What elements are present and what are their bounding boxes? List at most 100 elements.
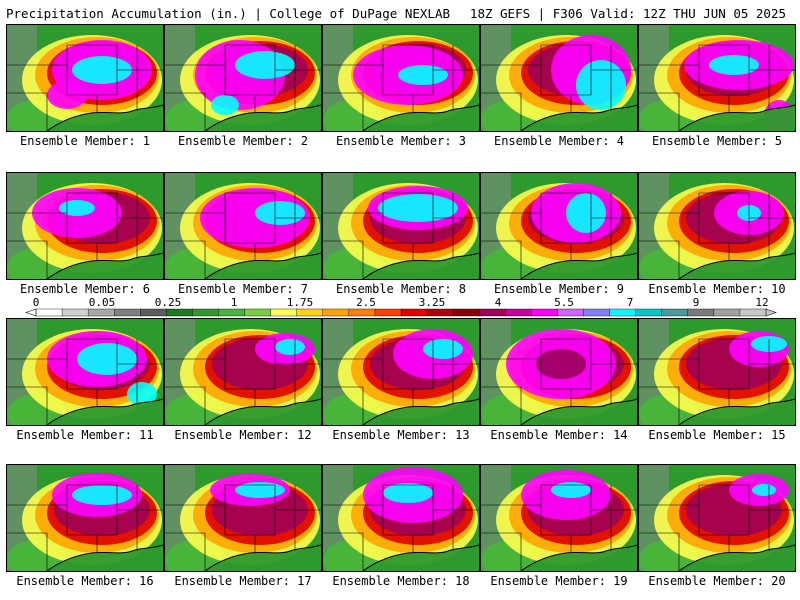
precipitation-map-image [7,319,163,425]
ensemble-member-map [638,464,796,572]
ensemble-member-label: Ensemble Member: 20 [648,574,786,588]
ensemble-member-label: Ensemble Member: 15 [648,428,786,442]
ensemble-member-map [164,24,322,132]
ensemble-member-label: Ensemble Member: 16 [16,574,154,588]
ensemble-member-label: Ensemble Member: 13 [332,428,470,442]
colorbar-segment [635,308,663,317]
colorbar-segment [140,308,168,317]
ensemble-member-label: Ensemble Member: 10 [648,282,786,296]
ensemble-member-map [638,24,796,132]
ensemble-member-map [6,172,164,280]
colorbar-segment [114,308,141,317]
colorbar-segment [192,308,220,317]
colorbar-segment [661,308,689,317]
precipitation-map-image [7,25,163,131]
precipitation-map-image [7,173,163,279]
colorbar-segment [87,308,115,317]
colorbar-tick-label: 0.25 [155,296,182,309]
ensemble-member-map [164,318,322,426]
colorbar-tick-label: 2.5 [356,296,376,309]
precipitation-map-image [7,465,163,571]
ensemble-member-map [6,24,164,132]
ensemble-member-map [322,172,480,280]
precipitation-map-image [639,465,795,571]
precipitation-map-image [639,319,795,425]
colorbar-segment [479,308,506,317]
ensemble-member-map [322,464,480,572]
colorbar-tick-label: 0.05 [89,296,116,309]
precipitation-colorbar: 0 0.05 0.25 1 1.75 2.5 3.25 4 5.5 7 9 12 [0,296,800,320]
ensemble-member-label: Ensemble Member: 7 [177,282,309,296]
colorbar-tick-label: 12 [755,296,768,309]
colorbar-segment [739,308,767,317]
precipitation-map-image [639,173,795,279]
precipitation-map-image [165,319,321,425]
ensemble-member-label: Ensemble Member: 11 [16,428,154,442]
ensemble-member-label: Ensemble Member: 9 [493,282,625,296]
colorbar-segment [270,308,298,317]
precipitation-map-image [639,25,795,131]
ensemble-member-map [164,172,322,280]
ensemble-member-label: Ensemble Member: 18 [332,574,470,588]
ensemble-member-map [638,318,796,426]
ensemble-member-label: Ensemble Member: 6 [19,282,151,296]
colorbar-tick-label: 4 [495,296,502,309]
precipitation-map-image [481,173,637,279]
colorbar-segment [218,308,246,317]
colorbar-tick-label: 3.25 [419,296,446,309]
colorbar-segment [374,308,402,317]
ensemble-member-label: Ensemble Member: 5 [651,134,783,148]
ensemble-member-label: Ensemble Member: 12 [174,428,312,442]
colorbar-tick-label: 5.5 [554,296,574,309]
colorbar-segment [531,308,559,317]
ensemble-member-map [480,24,638,132]
colorbar-tick-label: 9 [693,296,700,309]
ensemble-member-map [480,318,638,426]
ensemble-member-map [480,464,638,572]
precipitation-map-image [165,465,321,571]
colorbar-left-arrow-icon [25,308,37,317]
precipitation-map-image [481,465,637,571]
colorbar-segment [426,308,454,317]
ensemble-member-map [322,318,480,426]
colorbar-right-arrow-icon [765,308,777,317]
colorbar-segment [687,308,715,317]
colorbar-segment [713,308,741,317]
colorbar-segment [61,308,89,317]
ensemble-member-label: Ensemble Member: 4 [493,134,625,148]
colorbar-tick-label: 1 [231,296,238,309]
colorbar-segment [166,308,194,317]
model-run-info: 18Z GEFS | F306 Valid: 12Z THU JUN 05 20… [469,6,786,21]
precipitation-map-image [323,465,479,571]
colorbar-tick-label: 0 [33,296,40,309]
ensemble-member-label: Ensemble Member: 2 [177,134,309,148]
ensemble-member-map [480,172,638,280]
page-title: Precipitation Accumulation (in.) | Colle… [6,6,451,21]
colorbar-tick-label: 1.75 [287,296,314,309]
precipitation-map-image [323,319,479,425]
ensemble-member-label: Ensemble Member: 17 [174,574,312,588]
precipitation-map-image [481,25,637,131]
precipitation-map-image [165,173,321,279]
ensemble-member-label: Ensemble Member: 3 [335,134,467,148]
ensemble-member-map [164,464,322,572]
colorbar-segment [400,308,428,317]
precipitation-map-image [481,319,637,425]
ensemble-member-label: Ensemble Member: 8 [335,282,467,296]
colorbar-segment [505,308,533,317]
precipitation-map-image [323,25,479,131]
colorbar-segment [322,308,350,317]
precipitation-map-image [165,25,321,131]
ensemble-member-label: Ensemble Member: 1 [19,134,151,148]
colorbar-tick-label: 7 [627,296,634,309]
colorbar-segment [244,308,272,317]
ensemble-member-label: Ensemble Member: 14 [490,428,628,442]
precipitation-map-image [323,173,479,279]
ensemble-member-map [638,172,796,280]
ensemble-member-label: Ensemble Member: 19 [490,574,628,588]
colorbar-segment [35,308,63,317]
ensemble-member-map [322,24,480,132]
colorbar-segment [348,308,376,317]
colorbar-segment [609,308,637,317]
ensemble-member-map [6,318,164,426]
